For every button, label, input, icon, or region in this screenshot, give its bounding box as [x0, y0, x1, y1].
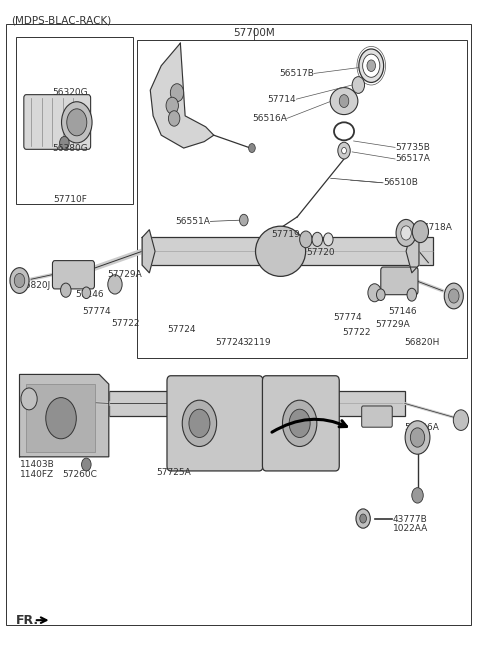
Circle shape — [356, 509, 370, 528]
Ellipse shape — [255, 226, 306, 276]
Circle shape — [396, 220, 416, 247]
Circle shape — [289, 409, 310, 437]
Text: 57725A: 57725A — [156, 468, 191, 477]
Circle shape — [342, 147, 347, 154]
Circle shape — [339, 95, 349, 107]
Text: 1140FZ: 1140FZ — [20, 470, 54, 479]
Circle shape — [359, 49, 384, 83]
Circle shape — [412, 488, 423, 503]
Bar — [16, 37, 132, 204]
Bar — [137, 40, 467, 359]
Circle shape — [14, 273, 25, 287]
FancyBboxPatch shape — [263, 376, 339, 471]
Text: 57729A: 57729A — [375, 320, 410, 329]
Circle shape — [412, 221, 429, 243]
Circle shape — [376, 289, 385, 300]
Circle shape — [249, 143, 255, 152]
Circle shape — [182, 400, 216, 446]
Text: 57260C: 57260C — [63, 470, 97, 479]
FancyBboxPatch shape — [362, 406, 392, 427]
Text: 57146: 57146 — [75, 289, 104, 298]
Circle shape — [352, 77, 364, 94]
Text: 57719: 57719 — [271, 230, 300, 239]
Circle shape — [168, 110, 180, 126]
Text: 57774: 57774 — [83, 307, 111, 316]
FancyBboxPatch shape — [24, 95, 91, 149]
Circle shape — [324, 233, 333, 246]
Circle shape — [282, 400, 317, 446]
Ellipse shape — [330, 88, 358, 114]
Bar — [142, 238, 433, 265]
Circle shape — [444, 283, 463, 309]
Circle shape — [46, 398, 76, 439]
Circle shape — [10, 267, 29, 293]
Circle shape — [312, 233, 323, 247]
Text: 56510B: 56510B — [383, 178, 418, 187]
Text: 57146: 57146 — [388, 307, 417, 316]
Circle shape — [448, 289, 459, 303]
Circle shape — [82, 287, 91, 298]
Bar — [26, 384, 96, 452]
Circle shape — [368, 284, 381, 302]
Circle shape — [240, 214, 248, 226]
Text: 56820J: 56820J — [20, 281, 51, 290]
Circle shape — [60, 283, 71, 297]
Text: 56516A: 56516A — [252, 114, 287, 123]
Text: 57735B: 57735B — [395, 143, 430, 152]
Polygon shape — [20, 375, 109, 457]
FancyBboxPatch shape — [167, 376, 263, 471]
Circle shape — [170, 84, 184, 101]
Circle shape — [401, 226, 411, 240]
Text: 57724: 57724 — [168, 325, 196, 334]
Circle shape — [338, 142, 350, 159]
Circle shape — [61, 101, 92, 143]
Polygon shape — [150, 43, 214, 148]
Text: 57720: 57720 — [306, 248, 335, 256]
Text: FR.: FR. — [16, 614, 39, 627]
Circle shape — [453, 410, 468, 430]
Circle shape — [108, 275, 122, 294]
Circle shape — [60, 136, 69, 149]
Text: 56380G: 56380G — [53, 143, 88, 152]
Circle shape — [166, 98, 179, 114]
Text: 57718A: 57718A — [418, 224, 453, 233]
Circle shape — [407, 288, 417, 301]
Circle shape — [67, 109, 87, 136]
Text: 32119: 32119 — [242, 338, 271, 347]
Circle shape — [410, 428, 425, 447]
Text: 57724: 57724 — [215, 338, 244, 347]
Polygon shape — [406, 230, 419, 273]
Text: 1022AA: 1022AA — [393, 525, 428, 534]
Circle shape — [405, 421, 430, 454]
Circle shape — [300, 231, 312, 248]
Bar — [109, 391, 405, 416]
Text: 57722: 57722 — [343, 328, 371, 337]
Text: 57700M: 57700M — [233, 28, 275, 38]
Text: 57729A: 57729A — [108, 270, 142, 279]
FancyBboxPatch shape — [381, 267, 418, 295]
Text: 57714: 57714 — [268, 95, 296, 103]
Circle shape — [360, 514, 366, 523]
Text: 11403B: 11403B — [20, 460, 54, 469]
Text: 56517B: 56517B — [279, 69, 314, 78]
Polygon shape — [142, 230, 155, 273]
Text: 57722: 57722 — [111, 318, 140, 328]
FancyBboxPatch shape — [52, 260, 95, 289]
Circle shape — [189, 409, 210, 437]
Text: 56551A: 56551A — [176, 217, 210, 226]
Text: 43777B: 43777B — [393, 515, 428, 524]
Text: 56320G: 56320G — [53, 89, 88, 98]
Text: 57774: 57774 — [333, 313, 362, 322]
Text: 56396A: 56396A — [404, 422, 439, 432]
Circle shape — [21, 388, 37, 410]
Text: 56517A: 56517A — [395, 154, 430, 163]
Text: 56820H: 56820H — [405, 338, 440, 347]
Circle shape — [367, 60, 375, 72]
FancyArrowPatch shape — [272, 419, 347, 432]
Text: 57710F: 57710F — [54, 195, 87, 204]
Circle shape — [363, 54, 380, 78]
Text: (MDPS-BLAC-RACK): (MDPS-BLAC-RACK) — [11, 16, 111, 26]
Circle shape — [82, 458, 91, 471]
